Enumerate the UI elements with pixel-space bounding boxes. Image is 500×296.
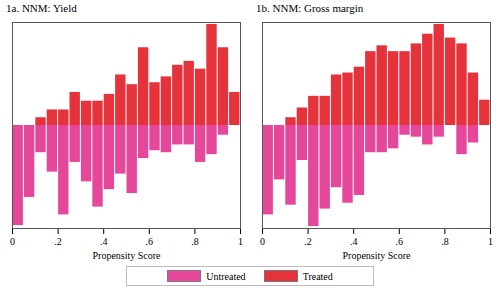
html-text:1b. NNM: Gross margin: 1b. NNM: Gross margin <box>256 2 364 14</box>
svg-text:0: 0 <box>260 236 265 247</box>
svg-text:.6: .6 <box>396 236 404 247</box>
svg-text:.8: .8 <box>191 236 199 247</box>
html-text:Treated: Treated <box>302 270 333 282</box>
svg-text:Propensity Score: Propensity Score <box>92 250 161 261</box>
svg-text:.8: .8 <box>441 236 449 247</box>
svg-text:1: 1 <box>488 236 493 247</box>
html-text:Untreated: Untreated <box>206 270 246 282</box>
svg-text:.6: .6 <box>146 236 154 247</box>
svg-text:.4: .4 <box>350 236 358 247</box>
svg-text:.2: .2 <box>54 236 62 247</box>
svg-text:.2: .2 <box>304 236 312 247</box>
svg-text:0: 0 <box>10 236 15 247</box>
svg-text:Propensity Score: Propensity Score <box>342 250 411 261</box>
html-text:1a. NNM: Yield: 1a. NNM: Yield <box>6 2 77 14</box>
svg-text:1: 1 <box>238 236 243 247</box>
svg-text:.4: .4 <box>100 236 108 247</box>
